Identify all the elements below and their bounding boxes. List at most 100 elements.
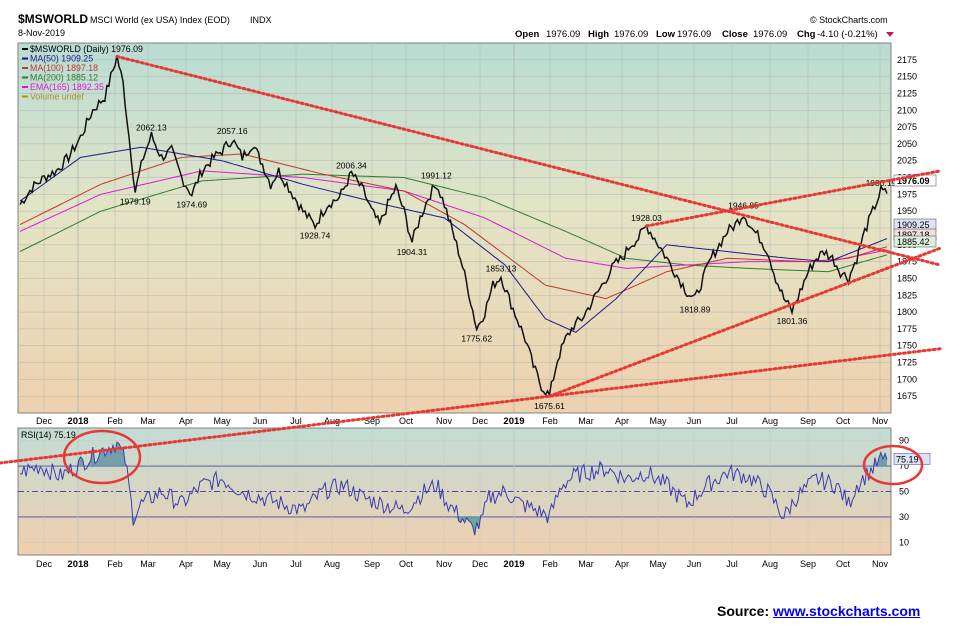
- month-label-rsi: Jun: [253, 559, 268, 569]
- source-link[interactable]: www.stockcharts.com: [773, 603, 921, 619]
- month-label: Apr: [615, 416, 629, 426]
- month-label: 2019: [503, 416, 524, 427]
- legend-entry: MA(100) 1897.18: [30, 63, 98, 73]
- price-tick-label: 1725: [897, 358, 917, 368]
- price-tick-label: 1950: [897, 206, 917, 216]
- price-tick-label: 2175: [897, 55, 917, 65]
- source-credit: Source: www.stockcharts.com: [717, 603, 920, 619]
- price-series-group: [19, 55, 888, 398]
- price-tick-label: 2075: [897, 122, 917, 132]
- trendlines-group: [0, 54, 942, 465]
- rsi-label: RSI(14) 75.19: [21, 430, 76, 440]
- month-label: Mar: [578, 416, 594, 426]
- price-annotation: 1675.61: [534, 401, 565, 411]
- month-label: 2018: [67, 416, 88, 427]
- month-label: Jul: [726, 416, 738, 426]
- ohlc-high-label: High: [588, 29, 609, 40]
- month-label-rsi: Oct: [836, 559, 851, 569]
- price-tick-label: 2050: [897, 139, 917, 149]
- month-label: Mar: [140, 416, 156, 426]
- rsi-overbought-fill: [20, 442, 887, 467]
- price-annotation: 1801.36: [777, 316, 808, 326]
- ohlc-high-value: 1976.09: [614, 29, 648, 40]
- month-label-rsi: Mar: [140, 559, 156, 569]
- price-annotation: 1818.89: [680, 304, 711, 314]
- rsi-value-tag: [893, 453, 931, 465]
- chart-date: 8-Nov-2019: [18, 28, 65, 38]
- legend-entry: MA(50) 1909.25: [30, 54, 93, 64]
- rsi-axis-ticks: 10 30 50 70 90: [899, 436, 909, 548]
- rsi-line: [19, 441, 888, 536]
- stockcharts-copyright: © StockCharts.com: [810, 15, 888, 25]
- month-label: Jun: [687, 416, 702, 426]
- rsi-tick-label: 70: [899, 461, 909, 471]
- price-annotation: 2062.13: [136, 123, 167, 133]
- month-label-rsi: Oct: [399, 559, 414, 569]
- month-label: Dec: [36, 416, 53, 426]
- rsi-tick-label: 50: [899, 487, 909, 497]
- price-annotation: 2006.34: [336, 160, 367, 170]
- month-label: Feb: [542, 416, 558, 426]
- month-label: Sep: [800, 416, 816, 426]
- price-tick-label: 1750: [897, 341, 917, 351]
- month-label: Dec: [472, 416, 489, 426]
- rsi-tick-label: 10: [899, 537, 909, 547]
- source-prefix: Source:: [717, 603, 770, 619]
- trendline: [645, 169, 942, 228]
- ohlc-chg-value: -4.10 (-0.21%): [817, 29, 878, 40]
- ohlc-low-value: 1976.09: [677, 29, 711, 40]
- month-label-rsi: Dec: [472, 559, 489, 569]
- highlight-circles: [62, 429, 924, 486]
- chg-down-arrow-icon: [886, 32, 894, 37]
- month-label-rsi: Feb: [542, 559, 558, 569]
- right-value-text: 1909.25: [897, 220, 930, 230]
- right-value-text: 1897.18: [897, 230, 930, 240]
- legend-entry: $MSWORLD (Daily) 1976.09: [30, 44, 143, 54]
- ema165-line: [19, 170, 888, 269]
- month-label: Aug: [324, 416, 340, 426]
- ohlc-close-label: Close: [722, 29, 748, 40]
- month-label-rsi: Apr: [615, 559, 629, 569]
- price-annotation: 2057.16: [217, 126, 248, 136]
- price-tick-label: 1700: [897, 374, 917, 384]
- price-line: [19, 55, 888, 398]
- right-value-text: 1885.42: [897, 237, 930, 247]
- trendline: [547, 246, 942, 398]
- price-annotation: 1928.74: [300, 230, 331, 240]
- price-tick-label: 1850: [897, 273, 917, 283]
- month-label: Jul: [290, 416, 302, 426]
- chart-index-name: MSCI World (ex USA) Index (EOD): [90, 15, 230, 25]
- trendline: [0, 347, 942, 465]
- month-label-rsi: May: [213, 559, 231, 569]
- month-label-rsi: Mar: [578, 559, 594, 569]
- month-label: Oct: [836, 416, 851, 426]
- month-label-rsi: Dec: [36, 559, 53, 569]
- right-value-text: 1976.09: [897, 176, 930, 186]
- price-tick-label: 1775: [897, 324, 917, 334]
- ohlc-chg-label: Chg: [797, 29, 816, 40]
- ohlc-close-value: 1976.09: [753, 29, 787, 40]
- month-label: Feb: [107, 416, 123, 426]
- price-annotation: 1946.85: [728, 200, 759, 210]
- month-label: May: [213, 416, 231, 426]
- ohlc-low-label: Low: [656, 29, 676, 40]
- price-tick-label: 1675: [897, 391, 917, 401]
- month-label: Jun: [253, 416, 268, 426]
- ohlc-open-label: Open: [515, 29, 539, 40]
- price-tick-label: 1975: [897, 189, 917, 199]
- legend-entry: EMA(165) 1892.35: [30, 82, 104, 92]
- price-annotations: 1979.19 2062.13 1974.69 2057.16 1928.74 2006.…: [120, 123, 897, 411]
- month-label: Nov: [436, 416, 453, 426]
- price-annotation: 1974.69: [176, 200, 207, 210]
- month-label-rsi: Feb: [107, 559, 123, 569]
- month-label-rsi: 2019: [503, 559, 524, 570]
- month-label: May: [649, 416, 667, 426]
- month-label-rsi: Jun: [687, 559, 702, 569]
- ohlc-open-value: 1976.09: [546, 29, 580, 40]
- month-label-rsi: Sep: [800, 559, 816, 569]
- price-annotation: 1853.13: [486, 263, 517, 273]
- chart-symbol: $MSWORLD: [18, 12, 88, 26]
- price-annotation: 1980.19: [866, 178, 897, 188]
